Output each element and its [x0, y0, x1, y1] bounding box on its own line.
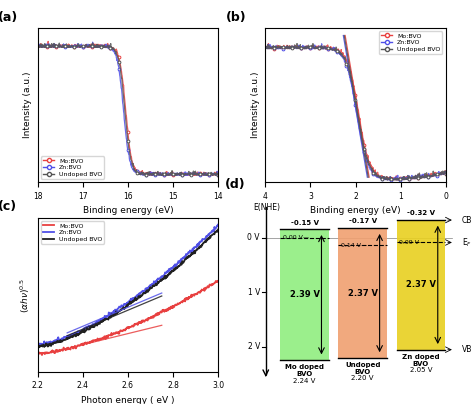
Text: 2.39 V: 2.39 V: [290, 290, 319, 299]
X-axis label: Binding energy (eV): Binding energy (eV): [82, 206, 173, 215]
Legend: Mo:BVO, Zn:BVO, Undoped BVO: Mo:BVO, Zn:BVO, Undoped BVO: [379, 32, 442, 54]
Y-axis label: $(\alpha h\nu)^{0.5}$: $(\alpha h\nu)^{0.5}$: [19, 277, 32, 313]
Legend: Mo:BVO, Zn:BVO, Undoped BVO: Mo:BVO, Zn:BVO, Undoped BVO: [41, 221, 104, 244]
Text: -0.17 V: -0.17 V: [348, 219, 377, 225]
Text: VB: VB: [462, 345, 473, 354]
Text: 0.00 V—: 0.00 V—: [283, 235, 309, 240]
Text: 2.05 V: 2.05 V: [410, 367, 432, 373]
Text: (c): (c): [0, 200, 18, 213]
Bar: [397, 220, 445, 350]
Text: Undoped
BVO: Undoped BVO: [345, 362, 381, 375]
Text: 0.09 V—: 0.09 V—: [399, 240, 425, 245]
Text: (a): (a): [0, 11, 18, 23]
Text: 1 V: 1 V: [247, 288, 260, 297]
Text: CB: CB: [462, 216, 473, 225]
Text: (d): (d): [225, 178, 246, 191]
Text: 2.37 V: 2.37 V: [406, 280, 436, 289]
Legend: Mo:BVO, Zn:BVO, Undoped BVO: Mo:BVO, Zn:BVO, Undoped BVO: [41, 156, 104, 179]
Text: 0.14 V—: 0.14 V—: [341, 243, 367, 248]
Text: 2.37 V: 2.37 V: [347, 288, 378, 298]
Y-axis label: Intensity (a.u.): Intensity (a.u.): [251, 72, 260, 138]
X-axis label: Binding energy (eV): Binding energy (eV): [310, 206, 401, 215]
Text: 2.24 V: 2.24 V: [293, 378, 316, 383]
Text: E$_F$: E$_F$: [462, 236, 472, 249]
Text: E(NHE): E(NHE): [254, 203, 281, 212]
Y-axis label: Intensity (a.u.): Intensity (a.u.): [23, 72, 32, 138]
Text: Zn doped
BVO: Zn doped BVO: [402, 354, 439, 367]
Text: 0 V: 0 V: [247, 233, 260, 242]
Text: 2 V: 2 V: [247, 343, 260, 351]
Text: -0.15 V: -0.15 V: [291, 219, 319, 225]
Text: 2.20 V: 2.20 V: [351, 375, 374, 381]
Text: -0.32 V: -0.32 V: [407, 210, 435, 216]
X-axis label: Photon energy ( eV ): Photon energy ( eV ): [81, 396, 175, 404]
Text: Mo doped
BVO: Mo doped BVO: [285, 364, 324, 377]
Bar: [338, 228, 387, 358]
Text: (b): (b): [226, 11, 246, 23]
Bar: [280, 229, 329, 360]
